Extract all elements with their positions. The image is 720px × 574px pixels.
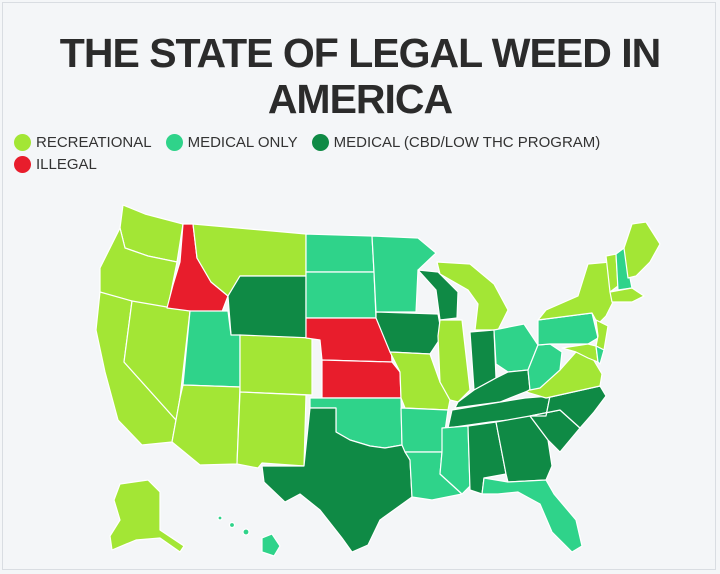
state-FL[interactable] (481, 477, 583, 553)
state-MA[interactable] (609, 287, 645, 303)
us-map (0, 195, 720, 570)
state-AZ[interactable] (171, 384, 241, 466)
legend-item-cbd: MEDICAL (CBD/LOW THC PROGRAM) (311, 133, 601, 151)
state-ND[interactable] (305, 233, 375, 273)
state-NM[interactable] (236, 391, 307, 469)
state-SD[interactable] (305, 271, 377, 319)
state-VA[interactable] (525, 351, 603, 399)
page-title: THE STATE OF LEGAL WEED IN AMERICA (59, 30, 661, 122)
state-DE[interactable] (595, 345, 605, 365)
state-TX[interactable] (261, 407, 413, 553)
state-NJ[interactable] (595, 319, 609, 351)
state-HI[interactable] (261, 533, 281, 557)
legend-row-2: ILLEGAL (14, 153, 714, 175)
state-MI[interactable] (436, 261, 509, 331)
state-WI[interactable] (417, 269, 459, 321)
state-ME[interactable] (623, 221, 661, 279)
state-WY[interactable] (227, 275, 307, 339)
state-HI-island[interactable] (228, 521, 236, 529)
state-HI-island[interactable] (242, 528, 250, 536)
state-NY[interactable] (537, 261, 615, 325)
legend-item-medical: MEDICAL ONLY (165, 133, 298, 151)
legend-label-medical: MEDICAL ONLY (187, 133, 298, 151)
legend-label-recreational: RECREATIONAL (36, 133, 152, 151)
legend: RECREATIONAL MEDICAL ONLY MEDICAL (CBD/L… (14, 131, 714, 175)
state-AR[interactable] (400, 407, 449, 453)
legend-swatch-medical (165, 133, 183, 151)
legend-row-1: RECREATIONAL MEDICAL ONLY MEDICAL (CBD/L… (14, 131, 714, 153)
legend-item-illegal: ILLEGAL (14, 155, 97, 173)
state-MN[interactable] (371, 235, 437, 313)
legend-label-cbd: MEDICAL (CBD/LOW THC PROGRAM) (333, 133, 601, 151)
legend-swatch-recreational (14, 133, 31, 151)
state-IL[interactable] (437, 319, 471, 403)
legend-label-illegal: ILLEGAL (36, 155, 97, 173)
state-KS[interactable] (321, 359, 402, 399)
legend-item-recreational: RECREATIONAL (14, 133, 152, 151)
state-CO[interactable] (239, 334, 313, 396)
legend-swatch-illegal (14, 155, 31, 173)
legend-swatch-cbd (311, 133, 329, 151)
state-AK[interactable] (109, 479, 185, 553)
state-HI-island[interactable] (217, 515, 223, 521)
